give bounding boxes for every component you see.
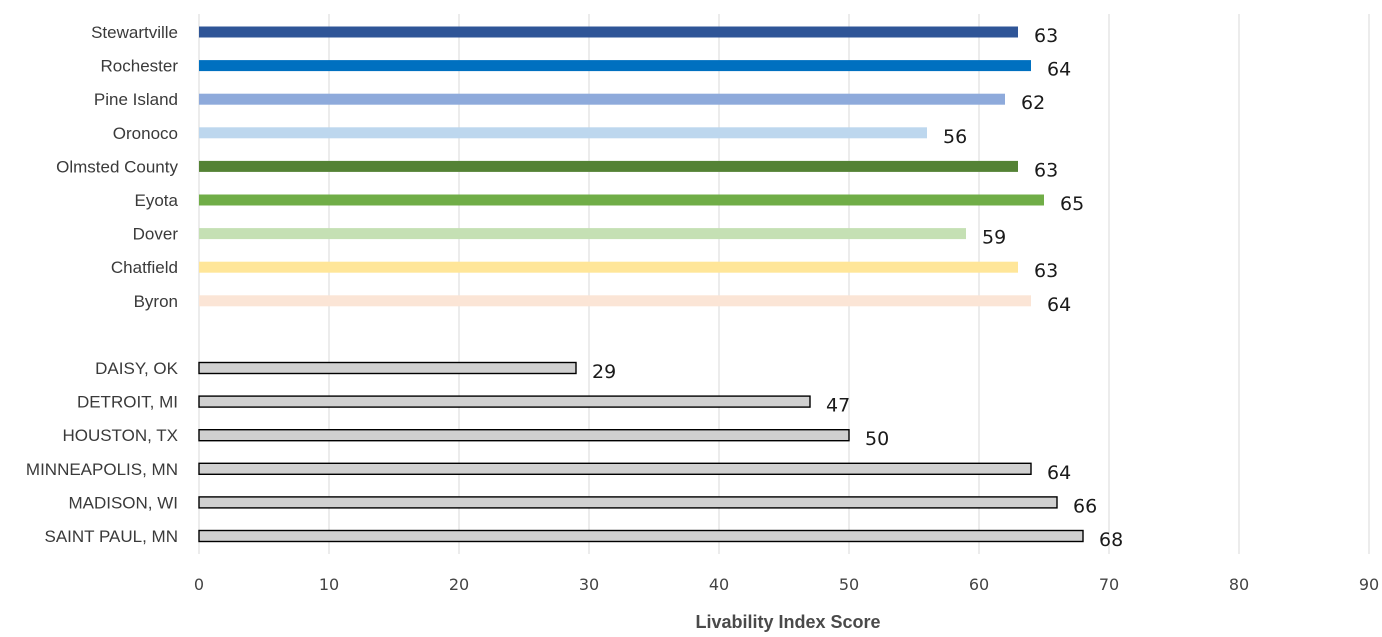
x-tick-label: 0 <box>194 575 204 594</box>
data-label: 63 <box>1034 260 1058 282</box>
data-label: 56 <box>943 126 967 148</box>
category-label: Stewartville <box>91 23 178 42</box>
labels: 0 10 20 30 40 50 60 70 80 90 Stewartville 63 Rochest… <box>26 23 1379 594</box>
bar <box>199 261 1018 273</box>
data-label: 29 <box>592 361 616 383</box>
data-label: 47 <box>826 395 850 417</box>
category-label: Eyota <box>135 191 179 210</box>
bar <box>198 395 811 408</box>
data-label: 64 <box>1047 462 1071 484</box>
data-label: 64 <box>1047 294 1071 316</box>
category-label: MADISON, WI <box>68 493 178 512</box>
bar <box>199 93 1005 105</box>
category-label: MINNEAPOLIS, MN <box>26 460 178 479</box>
data-label: 68 <box>1099 529 1123 551</box>
category-label: DAISY, OK <box>95 359 178 378</box>
category-label: Pine Island <box>94 90 178 109</box>
bars <box>198 26 1084 543</box>
x-tick-label: 10 <box>319 575 339 594</box>
data-label: 59 <box>982 227 1006 249</box>
bar <box>198 529 1084 543</box>
data-label: 64 <box>1047 59 1071 81</box>
category-label: DETROIT, MI <box>77 393 178 412</box>
category-label: Dover <box>133 225 179 244</box>
x-axis-title: Livability Index Score <box>695 612 880 632</box>
bar <box>198 429 850 442</box>
bar <box>199 228 966 240</box>
bar <box>198 462 1032 475</box>
data-label: 65 <box>1060 193 1084 215</box>
x-tick-label: 90 <box>1359 575 1379 594</box>
bar <box>198 496 1058 509</box>
data-label: 62 <box>1021 92 1045 114</box>
category-label: Oronoco <box>113 124 178 143</box>
category-label: Olmsted County <box>56 157 178 176</box>
bar <box>198 361 577 375</box>
data-label: 63 <box>1034 25 1058 47</box>
x-tick-label: 60 <box>969 575 989 594</box>
bar <box>199 160 1018 172</box>
data-label: 63 <box>1034 159 1058 181</box>
data-label: 50 <box>865 428 889 450</box>
x-tick-label: 30 <box>579 575 599 594</box>
x-tick-label: 70 <box>1099 575 1119 594</box>
x-tick-label: 40 <box>709 575 729 594</box>
bar <box>199 295 1031 307</box>
bar <box>199 60 1031 72</box>
bar <box>199 26 1018 38</box>
category-label: SAINT PAUL, MN <box>44 527 178 546</box>
x-tick-label: 80 <box>1229 575 1249 594</box>
category-label: Rochester <box>101 57 179 76</box>
category-label: HOUSTON, TX <box>62 426 178 445</box>
category-label: Chatfield <box>111 258 178 277</box>
bar <box>199 194 1044 206</box>
bar <box>199 127 927 139</box>
x-tick-label: 50 <box>839 575 859 594</box>
category-label: Byron <box>134 292 178 311</box>
x-tick-label: 20 <box>449 575 469 594</box>
data-label: 66 <box>1073 495 1097 517</box>
